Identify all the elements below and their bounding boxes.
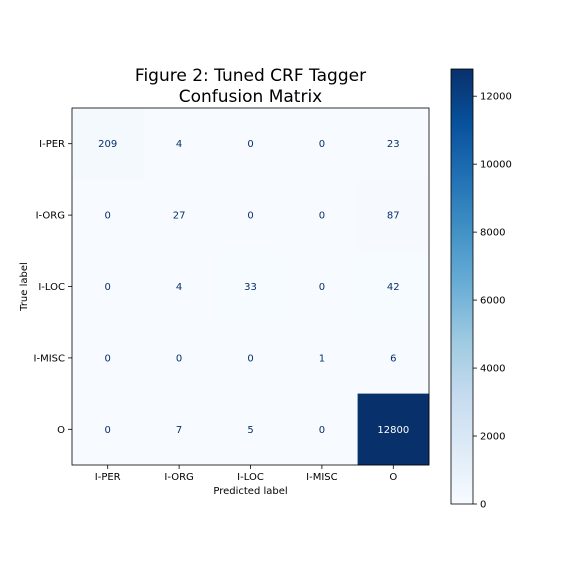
x-tick-label: I-MISC xyxy=(306,472,337,483)
cell-value-label: 7 xyxy=(176,425,182,436)
cell-value-label: 87 xyxy=(387,211,400,222)
cell-value-label: 0 xyxy=(247,353,253,364)
cell-value-label: 0 xyxy=(105,425,111,436)
heatmap-cell xyxy=(143,322,216,394)
heatmap-cell xyxy=(72,322,144,394)
cell-value-label: 0 xyxy=(319,139,325,150)
cell-value-label: 5 xyxy=(247,425,253,436)
colorbar-tick-label: 2000 xyxy=(480,432,505,443)
cell-value-label: 27 xyxy=(173,211,186,222)
cell-value-label: 12800 xyxy=(377,425,409,436)
x-axis-label: Predicted label xyxy=(213,486,287,497)
y-axis-label: True label xyxy=(19,262,30,312)
y-tick-label: O xyxy=(57,425,65,436)
cell-value-label: 0 xyxy=(105,211,111,222)
cell-value-label: 0 xyxy=(319,425,325,436)
heatmap-cell xyxy=(357,322,430,394)
heatmap-cell xyxy=(214,179,287,252)
cell-value-label: 209 xyxy=(98,139,117,150)
heatmap-cell xyxy=(357,108,430,180)
colorbar-tick-label: 12000 xyxy=(480,92,512,103)
heatmap-cell xyxy=(357,179,430,252)
heatmap-cell xyxy=(214,108,287,180)
cell-value-label: 1 xyxy=(319,353,325,364)
heatmap-cell xyxy=(143,250,216,323)
cell-value-label: 0 xyxy=(105,353,111,364)
colorbar-tick-label: 10000 xyxy=(480,160,512,171)
heatmap-cell xyxy=(214,322,287,394)
heatmap-cell xyxy=(286,108,358,180)
chart-title-line-2: Confusion Matrix xyxy=(179,87,323,107)
cell-value-label: 33 xyxy=(244,282,257,293)
heatmap-cell xyxy=(357,393,430,466)
heatmap-cell xyxy=(72,250,144,323)
heatmap-cell xyxy=(143,108,216,180)
x-axis-ticks: I-PER I-ORG I-LOC I-MISC O xyxy=(95,465,397,483)
cell-value-label: 0 xyxy=(319,282,325,293)
y-axis-ticks: I-PER I-ORG I-LOC I-MISC O xyxy=(34,139,72,436)
cell-value-label: 23 xyxy=(387,139,400,150)
x-tick-label: I-PER xyxy=(95,472,121,483)
heatmap-cell xyxy=(357,250,430,323)
cell-value-label: 0 xyxy=(247,139,253,150)
colorbar xyxy=(450,68,474,505)
heatmap-cell xyxy=(286,322,358,394)
heatmap-cell xyxy=(143,179,216,252)
cell-value-label: 0 xyxy=(176,353,182,364)
y-tick-label: I-MISC xyxy=(34,353,65,364)
heatmap-cell xyxy=(214,250,287,323)
heatmap-cell xyxy=(72,179,144,252)
heatmap-cell xyxy=(72,393,144,466)
x-tick-label: I-ORG xyxy=(164,472,193,483)
heatmap-cell xyxy=(286,250,358,323)
colorbar-tick-label: 4000 xyxy=(480,364,505,375)
heatmap-cell xyxy=(72,108,144,180)
colorbar-ticks: 0 2000 4000 6000 8000 10000 12000 xyxy=(473,92,512,511)
heatmap-cell xyxy=(286,393,358,466)
y-tick-label: I-LOC xyxy=(38,282,65,293)
colorbar-tick-label: 0 xyxy=(480,500,486,511)
heatmap-cell xyxy=(286,179,358,252)
cell-value-label: 6 xyxy=(390,353,396,364)
heatmap-cell xyxy=(214,393,287,466)
colorbar-tick-label: 6000 xyxy=(480,296,505,307)
chart-title-line-1: Figure 2: Tuned CRF Tagger xyxy=(135,66,366,86)
cell-value-label: 0 xyxy=(105,282,111,293)
cell-value-label: 0 xyxy=(247,211,253,222)
cell-value-label: 0 xyxy=(319,211,325,222)
cell-value-labels: 209 4 0 0 23 0 27 0 0 87 0 4 33 0 42 0 0 0 1 6 0 7 5 0 12800 xyxy=(98,139,409,436)
colorbar-tick-label: 8000 xyxy=(480,228,505,239)
cell-value-label: 4 xyxy=(176,282,182,293)
y-tick-label: I-PER xyxy=(39,139,65,150)
y-tick-label: I-ORG xyxy=(36,211,65,222)
cell-value-label: 42 xyxy=(387,282,400,293)
cell-value-label: 4 xyxy=(176,139,182,150)
x-tick-label: I-LOC xyxy=(237,472,264,483)
x-tick-label: O xyxy=(389,472,397,483)
heatmap-cells xyxy=(72,108,430,466)
heatmap-cell xyxy=(143,393,216,466)
